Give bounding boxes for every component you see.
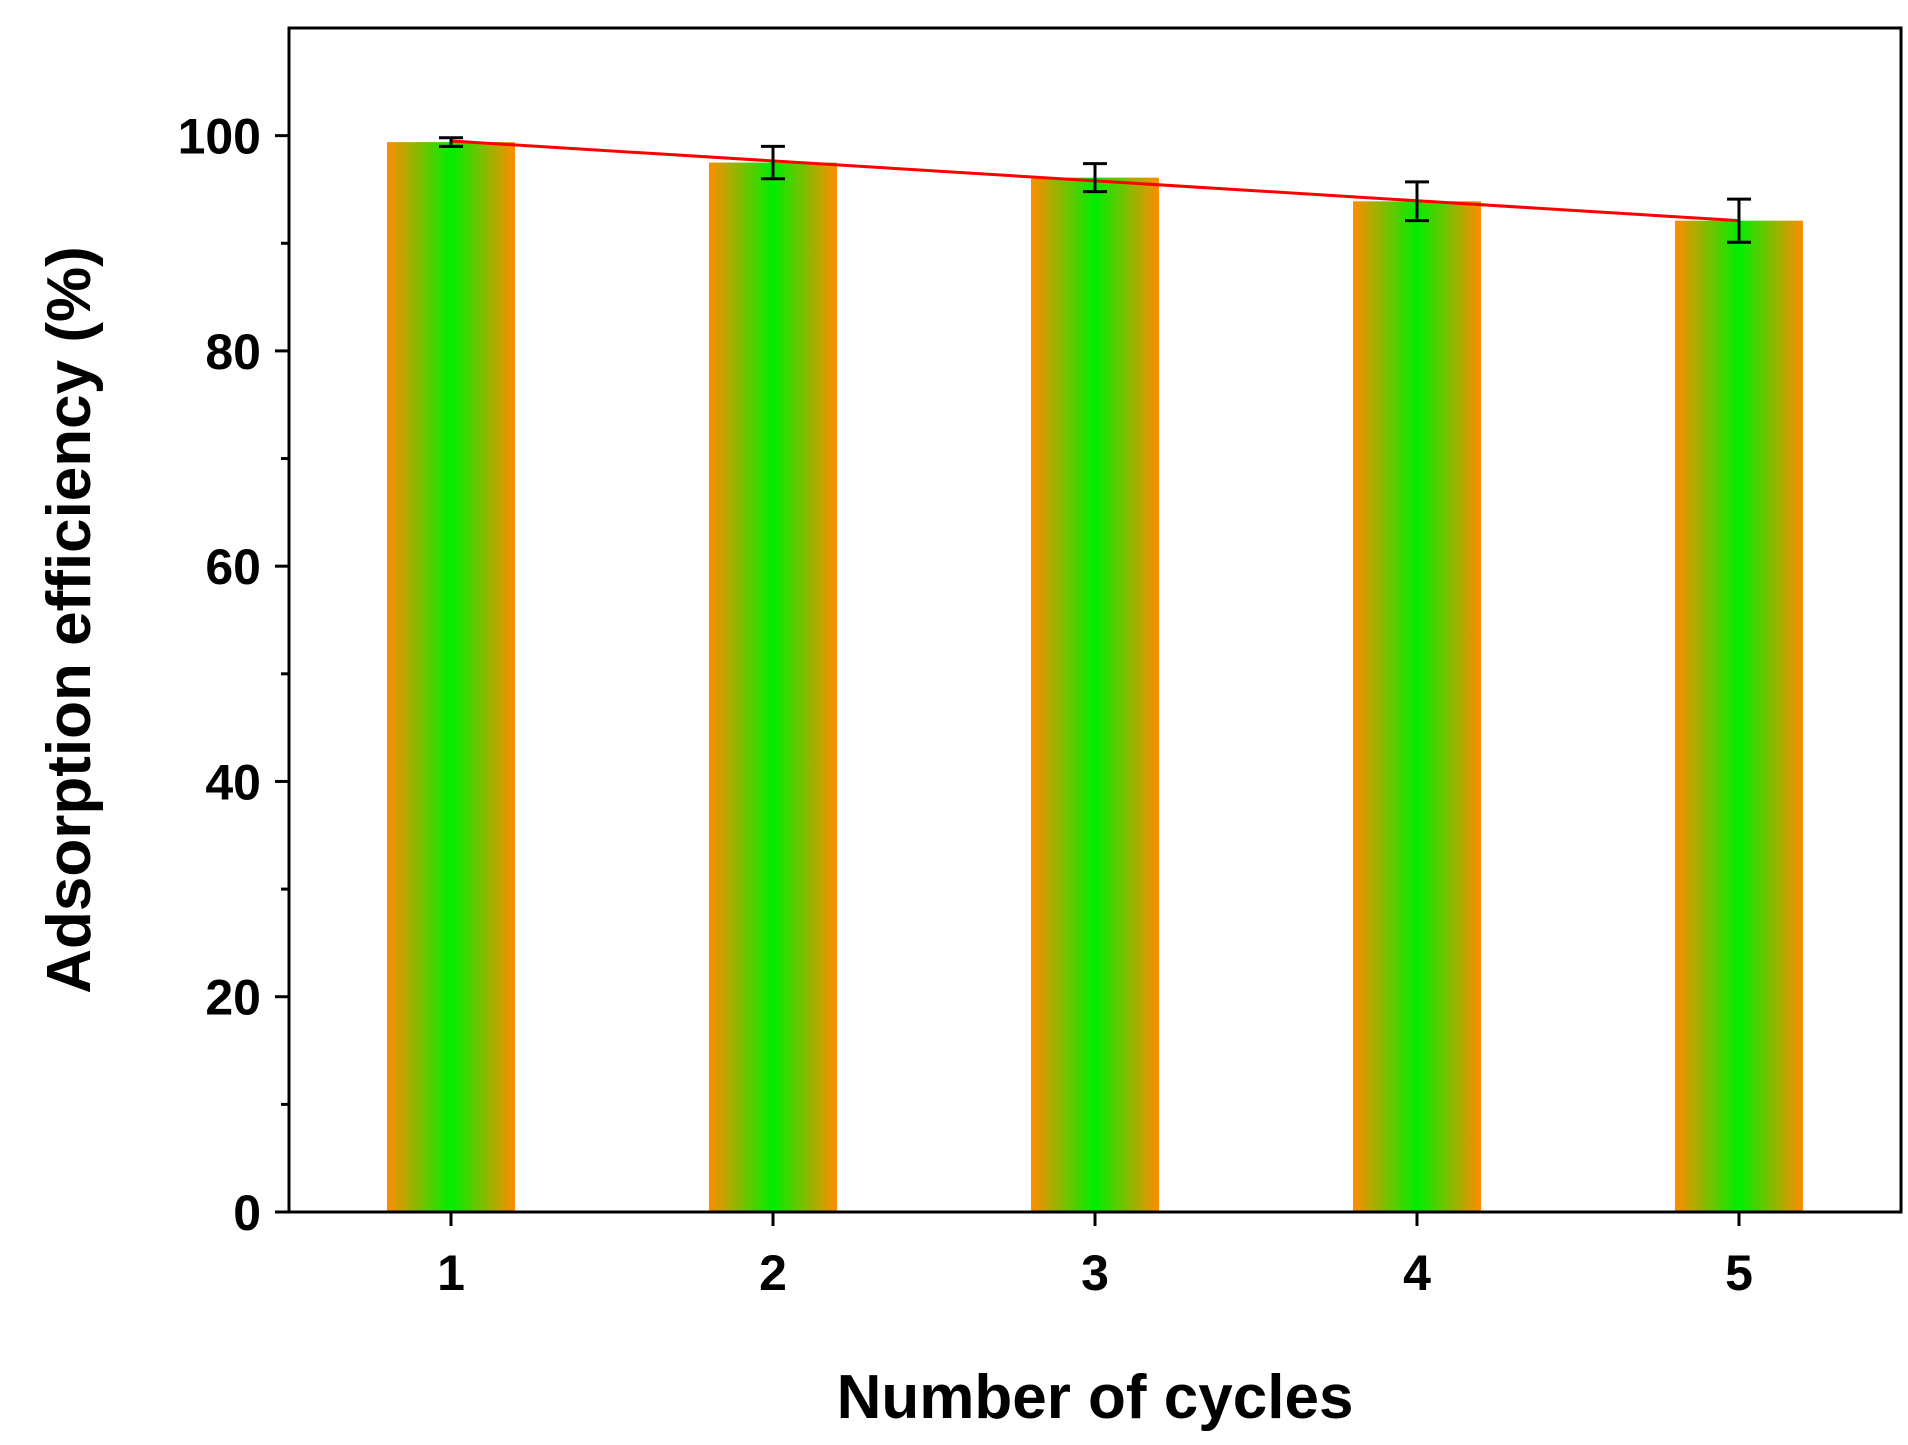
bar-cycle-5 (1675, 220, 1803, 1213)
y-tick-label-80: 80 (205, 324, 261, 380)
x-axis-title: Number of cycles (837, 1363, 1354, 1432)
error-layer (439, 136, 1751, 244)
y-tick-label-20: 20 (205, 970, 261, 1026)
x-tick-label-2: 2 (759, 1245, 787, 1301)
y-tick-label-100: 100 (178, 109, 261, 165)
bar-cycle-1 (387, 142, 515, 1213)
error-bar-cycle-4 (1405, 180, 1429, 223)
error-bar-cycle-3 (1083, 162, 1107, 194)
error-bar-cycle-5 (1727, 197, 1751, 244)
x-tick-label-3: 3 (1081, 1245, 1109, 1301)
error-bar-cycle-2 (761, 144, 785, 181)
bar-cycle-3 (1031, 177, 1159, 1213)
x-tick-label-4: 4 (1403, 1245, 1431, 1301)
y-tick-label-40: 40 (205, 754, 261, 810)
y-axis-title: Adsorption efficiency (%) (35, 246, 104, 994)
x-tick-label-1: 1 (437, 1245, 465, 1301)
y-tick-label-0: 0 (233, 1185, 261, 1241)
y-tick-label-60: 60 (205, 539, 261, 595)
bar-cycle-2 (709, 162, 837, 1213)
axes-layer: 0 20 40 60 80 100 1 2 3 4 5 (178, 109, 1753, 1301)
error-bar-cycle-1 (439, 136, 463, 148)
bar-cycle-4 (1353, 201, 1481, 1212)
x-tick-label-5: 5 (1725, 1245, 1753, 1301)
bars-layer (387, 142, 1803, 1213)
